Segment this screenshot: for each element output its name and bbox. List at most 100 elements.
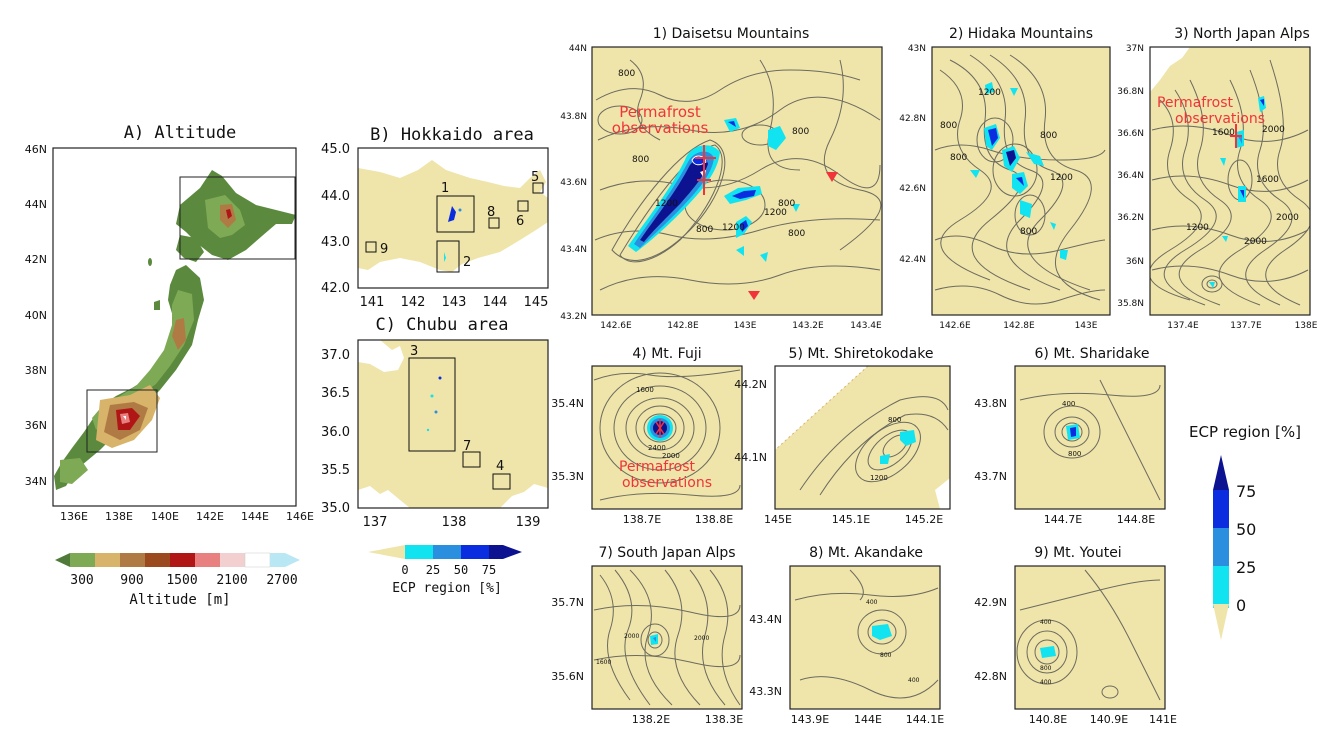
contour-label: 2000 <box>662 452 680 460</box>
panel-a-lat-ticks: 46N 44N 42N 40N 38N 36N 34N <box>25 143 47 488</box>
box-2 <box>436 240 460 273</box>
permafrost-label-line2: observations <box>612 119 709 137</box>
panel-1-daisetsu: 1) Daisetsu Mountains <box>560 26 883 331</box>
ecp-colorbar-label: ECP region [%] <box>1189 423 1301 441</box>
box-label: 6 <box>516 214 524 229</box>
contour-label: 1200 <box>870 474 888 482</box>
lon-tick: 140E <box>151 510 179 523</box>
contour-label: 400 <box>908 677 920 684</box>
chubu-region-box <box>86 389 158 453</box>
lon-tick: 146E <box>286 510 314 523</box>
lat-tick: 36.8N <box>1117 87 1144 97</box>
lat-tick: 46N <box>25 143 47 156</box>
lon-tick: 144E <box>854 713 882 726</box>
panel-1-title: 1) Daisetsu Mountains <box>653 26 810 42</box>
panel-a-lon-ticks: 136E 138E 140E 142E 144E 146E <box>60 510 314 523</box>
colorbar-label: ECP region [%] <box>392 581 502 596</box>
contour-label: 2000 <box>694 635 709 642</box>
panel-a-frame <box>52 147 297 507</box>
contour-label: 1200 <box>764 208 787 218</box>
lon-tick: 137 <box>363 515 388 530</box>
contour-label: 800 <box>888 416 901 424</box>
contour-label: 1600 <box>596 659 611 666</box>
contour-label: 800 <box>778 199 795 209</box>
japan-altitude-map <box>54 170 296 490</box>
permafrost-label-line2: observations <box>622 475 712 491</box>
contour-label: 2400 <box>648 444 666 452</box>
contour-label: 1200 <box>978 88 1001 98</box>
panel-2-title: 2) Hidaka Mountains <box>949 26 1093 42</box>
panel-4-fuji: 4) Mt. Fuji Permafrost observations 1600… <box>551 346 743 526</box>
panel-b-frame <box>357 147 549 289</box>
panel-3-north-japan-alps: 3) North Japan Alps <box>1117 26 1318 331</box>
lon-tick: 143.4E <box>850 321 882 331</box>
lat-tick: 37.0 <box>321 348 350 363</box>
lat-tick: 43.4N <box>560 245 587 255</box>
ecp-colorbar-tick: 50 <box>1236 520 1256 539</box>
lat-tick: 43.3N <box>749 685 782 698</box>
box-3 <box>408 357 456 452</box>
permafrost-label-line1: Permafrost <box>619 459 696 475</box>
pacific-coast-west <box>358 486 410 508</box>
lat-tick: 36.2N <box>1117 213 1144 223</box>
panel-b-title: B) Hokkaido area <box>370 125 534 145</box>
panel-b-hokkaido: B) Hokkaido area 1 2 5 6 8 9 45.0 44.0 4… <box>321 125 549 310</box>
lat-tick: 42N <box>25 253 47 266</box>
colorbar-tick: 50 <box>454 563 468 577</box>
ecp-horizontal-colorbar: 0 25 50 75 ECP region [%] <box>368 545 522 596</box>
lon-tick: 138.7E <box>623 513 661 526</box>
panel-6-title: 6) Mt. Sharidake <box>1035 346 1150 362</box>
contour-label: 1200 <box>655 199 678 209</box>
contour-label: 800 <box>792 127 809 137</box>
lon-tick: 137.7E <box>1230 321 1262 331</box>
box-1 <box>436 195 475 233</box>
box-label: 4 <box>496 459 504 474</box>
contour-label: 400 <box>1040 679 1052 686</box>
lon-tick: 145E <box>764 513 792 526</box>
panel-9-title: 9) Mt. Youtei <box>1034 545 1121 561</box>
hokkaido-region-box <box>179 176 296 260</box>
colorbar-tick: 900 <box>120 573 143 588</box>
contour-label: 1600 <box>1212 128 1235 138</box>
colorbar-tick: 25 <box>426 563 440 577</box>
lon-tick: 145 <box>524 295 549 310</box>
lat-tick: 44N <box>569 44 587 54</box>
lon-tick: 138E <box>1295 321 1318 331</box>
contour-label: 1600 <box>636 386 654 394</box>
lon-tick: 142 <box>401 295 426 310</box>
lon-tick: 139 <box>516 515 541 530</box>
pacific-coast-east <box>500 484 548 508</box>
lat-tick: 44.1N <box>734 451 767 464</box>
box-4 <box>492 473 511 490</box>
lon-tick: 142E <box>196 510 224 523</box>
lat-tick: 45.0 <box>321 142 350 157</box>
lat-tick: 36N <box>25 419 47 432</box>
permafrost-label-line1: Permafrost <box>1157 95 1234 111</box>
colorbar-tick: 75 <box>482 563 496 577</box>
contour-labels-panel-2: 1200 800 800 800 800 1200 <box>940 88 1073 237</box>
lat-tick: 35.6N <box>551 670 584 683</box>
contour-label: 800 <box>1068 450 1081 458</box>
contour-label: 400 <box>1062 400 1075 408</box>
contour-labels-panel-3: 1600 2000 1600 2000 1200 2000 <box>1186 125 1299 247</box>
lon-tick: 140.8E <box>1029 713 1067 726</box>
contour-label: 400 <box>866 599 878 606</box>
lat-tick: 44.2N <box>734 378 767 391</box>
altitude-colorbar: 300 900 1500 2100 2700 Altitude [m] <box>55 552 300 608</box>
colorbar-tick: 300 <box>70 573 93 588</box>
lat-tick: 35.3N <box>551 470 584 483</box>
lat-tick: 35.7N <box>551 596 584 609</box>
lon-tick: 142.6E <box>939 321 971 331</box>
lon-tick: 137.4E <box>1167 321 1199 331</box>
box-9 <box>365 241 377 253</box>
lon-tick: 143E <box>734 321 757 331</box>
box-6 <box>517 200 529 212</box>
lat-tick: 43.2N <box>560 312 587 322</box>
lon-tick: 145.2E <box>905 513 943 526</box>
contour-labels-panel-1: 800 1200 800 800 1200 800 800 1200 800 <box>618 69 809 239</box>
lon-tick: 144E <box>241 510 269 523</box>
lat-tick: 38N <box>25 364 47 377</box>
lon-tick: 142.6E <box>600 321 632 331</box>
permafrost-label-line2: observations <box>1175 111 1265 127</box>
